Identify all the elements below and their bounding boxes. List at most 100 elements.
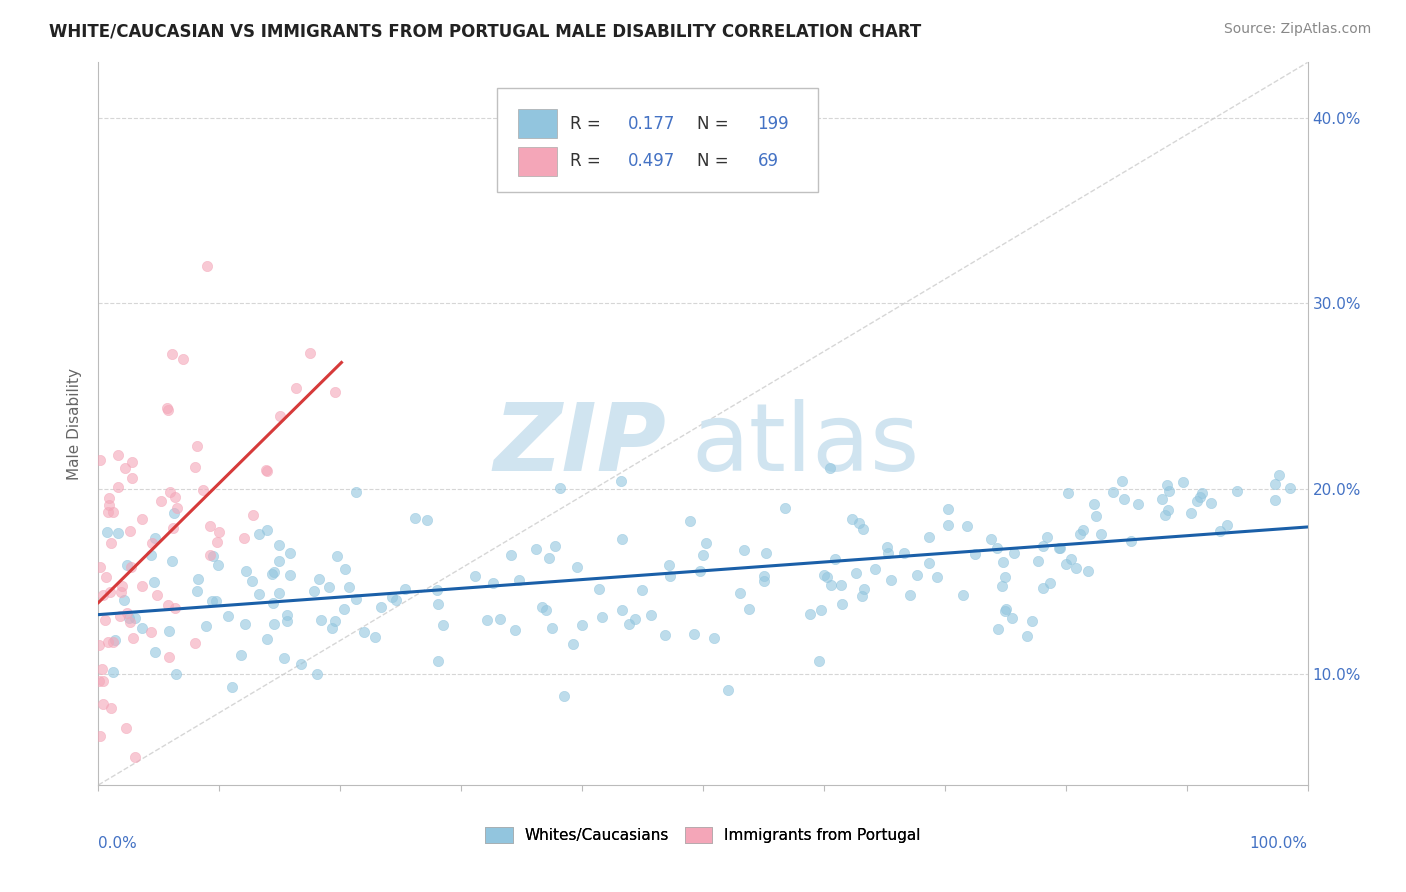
Point [326, 549, 349, 563]
Point [163, 490, 186, 504]
Point [824, 551, 846, 566]
Point [162, 521, 184, 535]
Point [91, 674, 114, 689]
Point [994, 604, 1017, 618]
Point [260, 567, 283, 582]
Point [1189, 490, 1212, 504]
Point [612, 603, 634, 617]
Point [728, 586, 751, 600]
Point [565, 560, 588, 574]
Point [162, 553, 184, 567]
Point [1101, 484, 1123, 499]
Point [121, 471, 143, 485]
Point [269, 409, 291, 423]
Point [110, 585, 132, 599]
Point [363, 630, 385, 644]
Point [1039, 575, 1062, 590]
Point [703, 631, 725, 645]
Text: atlas: atlas [690, 400, 920, 491]
Point [139, 548, 162, 562]
Point [143, 645, 166, 659]
Point [94, 613, 117, 627]
Point [773, 501, 796, 516]
Point [488, 612, 510, 626]
Point [986, 541, 1008, 555]
Point [298, 345, 321, 359]
Point [381, 590, 404, 604]
Point [103, 665, 125, 679]
Point [1026, 554, 1049, 568]
Point [1032, 581, 1054, 595]
Point [880, 573, 903, 587]
Point [89, 730, 111, 744]
Point [278, 546, 301, 560]
Point [1054, 557, 1077, 571]
Point [1264, 492, 1286, 507]
Point [221, 681, 243, 695]
Point [100, 536, 122, 550]
Point [831, 597, 853, 611]
Point [876, 541, 898, 555]
Point [553, 689, 575, 703]
Point [898, 588, 921, 602]
Point [524, 541, 547, 556]
Point [1126, 497, 1149, 511]
Point [118, 615, 141, 629]
Point [115, 558, 138, 572]
Point [318, 580, 340, 594]
Point [738, 601, 761, 615]
Point [657, 558, 679, 572]
Point [276, 607, 298, 622]
Point [166, 501, 188, 516]
Point [503, 623, 526, 637]
Point [1015, 629, 1038, 643]
Point [536, 603, 558, 617]
Point [994, 601, 1017, 615]
Point [159, 649, 181, 664]
FancyBboxPatch shape [498, 87, 818, 193]
Point [1264, 476, 1286, 491]
Point [186, 584, 208, 599]
Point [156, 401, 179, 415]
Text: WHITE/CAUCASIAN VS IMMIGRANTS FROM PORTUGAL MALE DISABILITY CORRELATION CHART: WHITE/CAUCASIAN VS IMMIGRANTS FROM PORTU… [49, 22, 921, 40]
Point [1278, 481, 1301, 495]
Point [256, 464, 278, 478]
Point [610, 474, 633, 488]
Point [344, 592, 367, 607]
Point [818, 461, 841, 475]
Text: R =: R = [569, 153, 606, 170]
Text: 0.497: 0.497 [628, 153, 675, 170]
Point [561, 638, 583, 652]
Point [918, 556, 941, 570]
Point [87, 638, 110, 652]
Point [200, 519, 222, 533]
FancyBboxPatch shape [517, 147, 557, 176]
Point [482, 575, 505, 590]
Point [254, 463, 277, 477]
Point [108, 609, 131, 624]
Point [321, 621, 343, 635]
Point [427, 598, 450, 612]
Point [426, 583, 449, 598]
Point [145, 588, 167, 602]
Point [987, 622, 1010, 636]
Text: 100.0%: 100.0% [1250, 836, 1308, 851]
Point [1171, 475, 1194, 489]
Text: ZIP: ZIP [494, 400, 666, 491]
Point [876, 546, 898, 560]
Point [1084, 508, 1107, 523]
Point [107, 480, 129, 494]
Point [404, 510, 426, 524]
Point [91, 697, 114, 711]
Point [235, 564, 257, 578]
Point [263, 616, 285, 631]
Point [1036, 530, 1059, 544]
Point [508, 574, 530, 588]
Point [98, 491, 121, 506]
Point [229, 648, 252, 662]
Point [1216, 517, 1239, 532]
Point [162, 347, 184, 361]
Point [124, 611, 146, 625]
Point [101, 505, 124, 519]
Point [640, 608, 662, 623]
